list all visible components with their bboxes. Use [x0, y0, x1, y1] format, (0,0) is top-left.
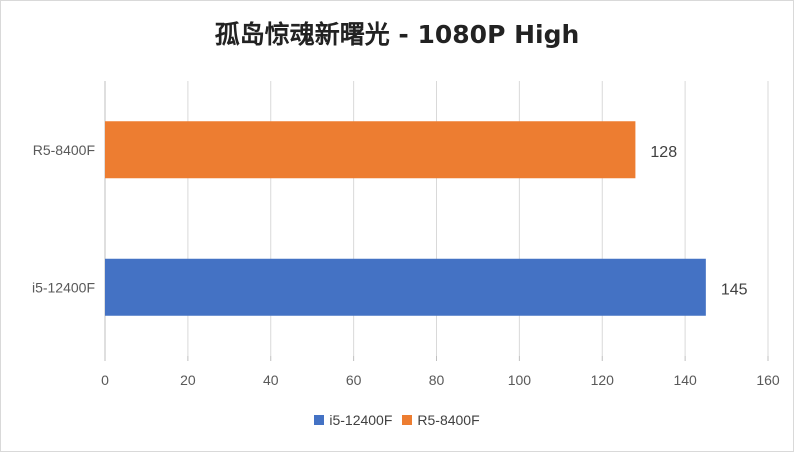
x-tick-label: 100	[508, 372, 532, 388]
legend-label: R5-8400F	[417, 412, 480, 428]
legend-label: i5-12400F	[329, 412, 393, 428]
x-tick-label: 60	[346, 372, 362, 388]
x-tick-label: 140	[673, 372, 697, 388]
data-label-R5-8400F: 128	[650, 144, 677, 161]
x-tick-label: 160	[756, 372, 780, 388]
legend-item: i5-12400F	[314, 412, 392, 428]
x-tick-label: 40	[263, 372, 279, 388]
data-label-i5-12400F: 145	[721, 281, 748, 298]
legend-swatch	[402, 415, 413, 425]
chart-title: 孤岛惊魂新曙光 - 1080P High	[214, 20, 580, 49]
x-tick-label: 80	[429, 372, 445, 388]
x-tick-label: 0	[101, 372, 109, 388]
bar-R5-8400F	[105, 121, 636, 179]
y-tick-label: R5-8400F	[33, 142, 95, 158]
bar-i5-12400F	[105, 258, 706, 316]
x-tick-label: 20	[180, 372, 196, 388]
chart-legend: i5-12400F R5-8400F	[1, 412, 793, 428]
y-tick-label: i5-12400F	[32, 279, 95, 295]
legend-item: R5-8400F	[402, 412, 480, 428]
x-tick-label: 120	[591, 372, 615, 388]
legend-swatch	[314, 415, 325, 425]
